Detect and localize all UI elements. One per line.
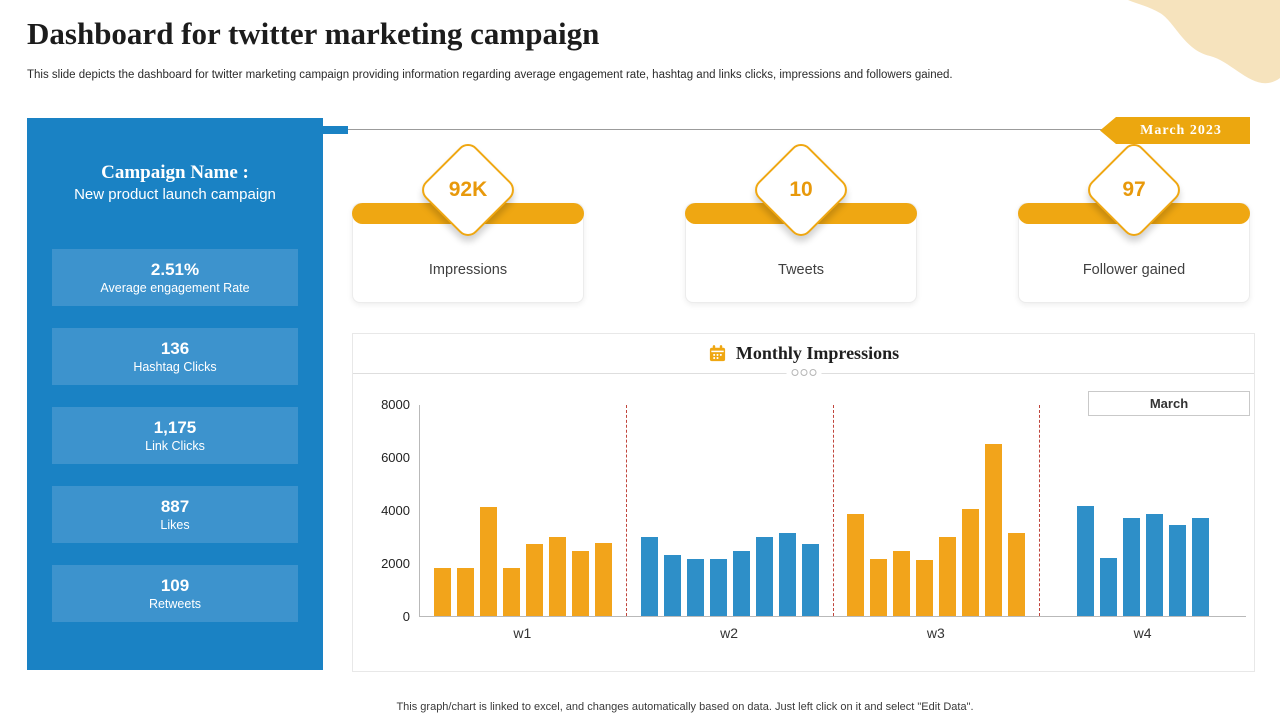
- bar[interactable]: [893, 551, 911, 616]
- bar[interactable]: [594, 543, 612, 616]
- bar[interactable]: [801, 544, 819, 616]
- y-tick-label: 2000: [381, 556, 410, 571]
- timeline-line: [348, 129, 1250, 130]
- bar-group-w4: [1039, 405, 1246, 616]
- y-tick-label: 8000: [381, 397, 410, 412]
- chart-legend-march[interactable]: March: [1088, 391, 1250, 416]
- calendar-icon: [709, 345, 725, 362]
- bar[interactable]: [847, 513, 865, 616]
- bar-group-w3: [832, 405, 1040, 616]
- x-axis-label-w1: w1: [513, 625, 532, 641]
- bar[interactable]: [1169, 524, 1187, 616]
- kpi-label: Impressions: [428, 262, 508, 278]
- bar[interactable]: [755, 536, 773, 616]
- campaign-sidebar: Campaign Name : New product launch campa…: [27, 118, 323, 670]
- kpi-row: 92K Impressions 10 Tweets 97 Follower gained: [352, 139, 1250, 303]
- chart-header: Monthly Impressions: [353, 334, 1254, 374]
- chart-title: Monthly Impressions: [735, 343, 900, 363]
- y-axis: 0 2000 4000 6000 8000: [367, 397, 419, 624]
- stat-label: Hashtag Clicks: [133, 360, 217, 374]
- bar[interactable]: [1192, 517, 1210, 616]
- bar[interactable]: [571, 551, 589, 616]
- kpi-card-tweets: 10 Tweets: [685, 139, 917, 303]
- bar[interactable]: [985, 443, 1003, 616]
- stat-label: Link Clicks: [145, 439, 205, 453]
- ornament-circle: [800, 369, 807, 376]
- y-tick-label: 6000: [381, 450, 410, 465]
- stat-box-link-clicks: 1,175 Link Clicks: [52, 407, 298, 464]
- bar[interactable]: [456, 568, 474, 616]
- bar[interactable]: [1008, 532, 1026, 616]
- decorative-blob: [1128, 0, 1280, 84]
- bar[interactable]: [640, 536, 658, 616]
- bar[interactable]: [962, 508, 980, 616]
- edit-data-footnote: This graph/chart is linked to excel, and…: [396, 701, 974, 713]
- bar[interactable]: [433, 568, 451, 616]
- y-tick-label: 4000: [381, 503, 410, 518]
- kpi-card-impressions: 92K Impressions: [352, 139, 584, 303]
- bar[interactable]: [479, 507, 497, 616]
- kpi-value: 92K: [448, 178, 488, 201]
- plot-region: 0 2000 4000 6000 8000: [367, 397, 1246, 624]
- stat-label: Retweets: [148, 597, 202, 611]
- bar[interactable]: [686, 559, 704, 616]
- stat-value: 1,175: [153, 418, 197, 437]
- stat-label: Average engagement Rate: [100, 281, 250, 295]
- stat-box-likes: 887 Likes: [52, 486, 298, 543]
- bar[interactable]: [1123, 517, 1141, 616]
- campaign-name-label: Campaign Name :: [101, 162, 249, 183]
- ornament-circle: [809, 369, 816, 376]
- stat-label: Likes: [160, 518, 190, 532]
- plot-area: [419, 405, 1246, 617]
- x-axis-label-w3: w3: [926, 625, 945, 641]
- campaign-name-value: New product launch campaign: [74, 186, 276, 203]
- monthly-impressions-chart[interactable]: Monthly Impressions March 0 2000 4000 6000 8…: [352, 333, 1255, 672]
- kpi-label: Follower gained: [1082, 262, 1186, 278]
- x-axis-label-w4: w4: [1133, 625, 1152, 641]
- x-axis-labels: w1 w2 w3 w4: [419, 625, 1246, 641]
- kpi-value: 97: [1122, 178, 1146, 201]
- ornament-circle: [791, 369, 798, 376]
- chart-divider-ornament: [786, 369, 821, 376]
- x-axis-label-w2: w2: [720, 625, 739, 641]
- bar[interactable]: [1077, 506, 1095, 616]
- bar[interactable]: [1100, 557, 1118, 616]
- month-badge: March 2023: [1100, 117, 1250, 144]
- bar-group-w1: [420, 405, 626, 616]
- stat-box-retweets: 109 Retweets: [52, 565, 298, 622]
- stat-box-average-engagement-rate: 2.51% Average engagement Rate: [52, 249, 298, 306]
- bar[interactable]: [778, 532, 796, 616]
- bar[interactable]: [502, 568, 520, 616]
- bar[interactable]: [709, 559, 727, 616]
- bar-group-w2: [625, 405, 833, 616]
- stat-box-hashtag-clicks: 136 Hashtag Clicks: [52, 328, 298, 385]
- bar[interactable]: [663, 555, 681, 616]
- stat-value: 109: [160, 576, 190, 595]
- bar[interactable]: [1146, 513, 1164, 616]
- kpi-card-follower-gained: 97 Follower gained: [1018, 139, 1250, 303]
- kpi-value: 10: [789, 178, 813, 201]
- stat-value: 887: [160, 497, 190, 516]
- bar[interactable]: [732, 551, 750, 616]
- y-tick-label: 0: [402, 609, 410, 624]
- stat-value: 2.51%: [150, 260, 200, 279]
- bar[interactable]: [870, 559, 888, 616]
- timeline-dash: [322, 126, 348, 134]
- campaign-stats-list: 2.51% Average engagement Rate 136 Hashtag C…: [27, 249, 323, 622]
- stat-value: 136: [160, 339, 190, 358]
- bar[interactable]: [916, 560, 934, 616]
- page-subtitle: This slide depicts the dashboard for twi…: [27, 69, 953, 81]
- bar[interactable]: [939, 536, 957, 616]
- kpi-label: Tweets: [778, 262, 824, 278]
- bar[interactable]: [548, 536, 566, 616]
- page-title: Dashboard for twitter marketing campaign: [27, 16, 600, 51]
- bar[interactable]: [525, 544, 543, 616]
